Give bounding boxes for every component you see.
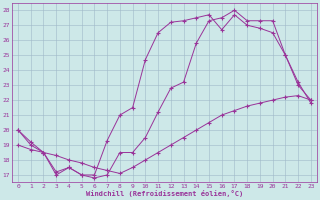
X-axis label: Windchill (Refroidissement éolien,°C): Windchill (Refroidissement éolien,°C) [86, 190, 243, 197]
